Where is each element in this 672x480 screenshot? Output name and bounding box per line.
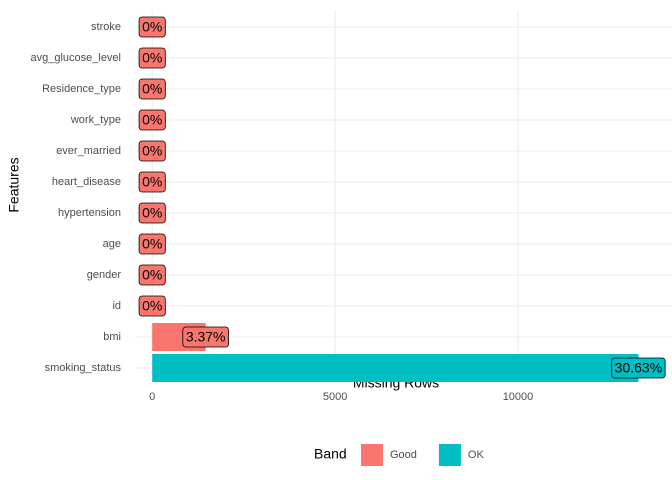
legend-label: Good [390,449,417,461]
legend-swatch [438,444,461,466]
value-label-box [182,326,229,348]
value-label-box [138,140,166,162]
value-label: 0% [142,267,162,283]
value-label: 3.37% [186,329,226,345]
value-label-box [138,171,166,193]
y-tick-label: hypertension [58,207,121,219]
value-label: 0% [142,143,162,159]
value-label: 0% [142,19,162,35]
value-label-box [138,233,166,255]
y-tick-label: stroke [91,21,121,33]
y-tick-label: smoking_status [45,362,122,374]
value-label-box [138,78,166,100]
x-tick-label: 0 [149,391,155,403]
bars [152,323,639,382]
value-label: 0% [142,205,162,221]
y-tick-label: age [103,238,121,250]
bar [152,354,639,382]
y-tick-label: Residence_type [42,83,121,95]
y-tick-label: bmi [103,331,121,343]
y-tick-label: work_type [70,114,121,126]
y-tick-label: avg_glucose_level [30,52,121,64]
y-tick-label: ever_married [56,145,121,157]
value-label: 0% [142,112,162,128]
legend-title: Band [314,446,347,462]
value-label-box [138,295,166,317]
value-label: 0% [142,50,162,66]
value-label-box [138,109,166,131]
x-tick-label: 10000 [503,391,534,403]
value-label-box [138,264,166,286]
value-label: 0% [142,298,162,314]
y-tick-label: id [112,300,121,312]
y-tick-label: gender [87,269,122,281]
value-label: 0% [142,236,162,252]
value-labels: 0% 0% 0% 0% 0% 0% 0% 0% 0% 0% 3.37% 30.63% [138,16,666,379]
value-label: 0% [142,81,162,97]
y-axis-title: Features [6,157,22,212]
value-label: 30.63% [615,360,662,376]
value-label-box [138,202,166,224]
legend-label: OK [468,449,485,461]
value-label-box [611,357,666,379]
grid [135,10,672,369]
value-label-box [138,47,166,69]
value-label-box [138,16,166,38]
y-tick-label: heart_disease [52,176,121,188]
value-label: 0% [142,174,162,190]
legend-swatch [361,444,383,466]
x-tick-label: 5000 [323,391,347,403]
